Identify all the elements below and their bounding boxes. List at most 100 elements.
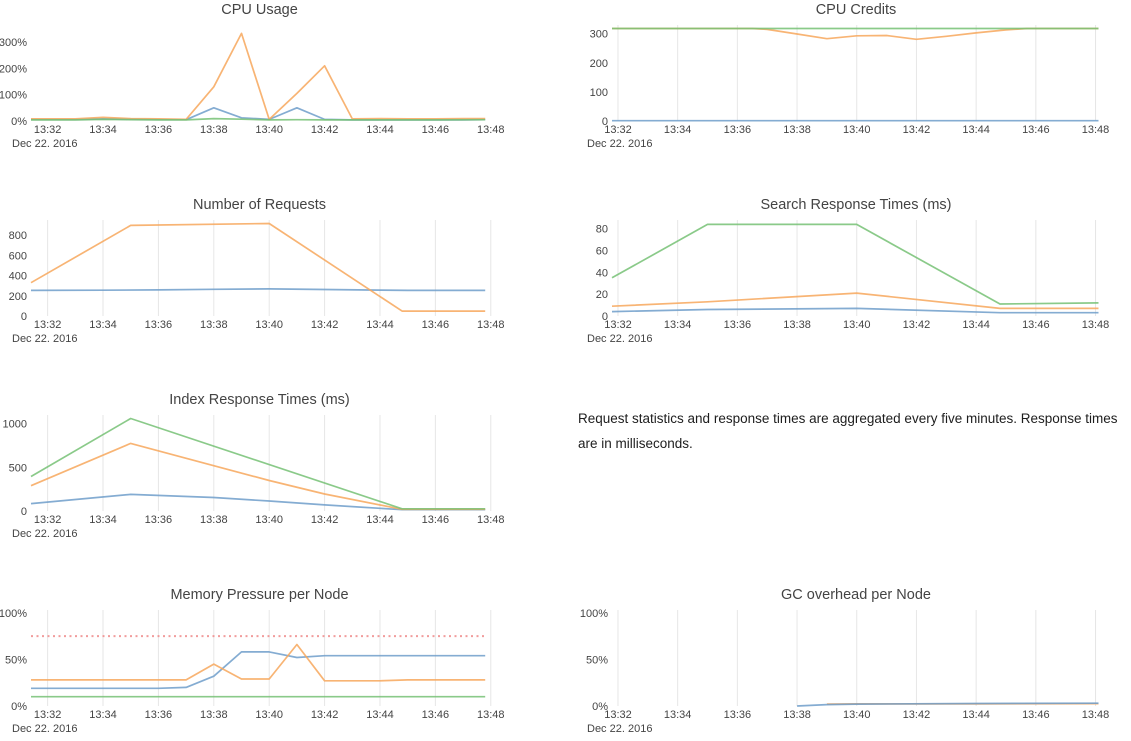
series-line-blue	[31, 651, 486, 690]
x-tick-label: 13:44	[366, 709, 394, 721]
plot-area-cpu-credits[interactable]: 0 100 200 300 13:32 13:34 13:36 13:38 13:40 13:42…	[565, 0, 1131, 165]
chart-gc-overhead-per-node: GC overhead per Node 0% 50% 100% 13:32 13:34…	[565, 585, 1131, 741]
x-tick-label: 13:36	[724, 709, 752, 721]
y-tick-label: 60	[596, 246, 608, 258]
series-line-orange	[612, 27, 1099, 41]
series-line-orange	[30, 222, 486, 312]
plot-area-search-response-times[interactable]: 0 20 40 60 80 13:32 13:34 13:36 13:38 13:40 13:42 1…	[565, 195, 1131, 360]
y-tick-label: 200	[590, 58, 608, 70]
x-tick-label: 13:40	[843, 319, 871, 331]
x-tick-label: 13:32	[604, 319, 632, 331]
x-tick-label: 13:34	[664, 319, 692, 331]
x-tick-label: 13:40	[255, 319, 283, 331]
x-tick-label: 13:42	[311, 514, 339, 526]
y-tick-label: 200%	[0, 63, 27, 75]
chart-title-gc-overhead: GC overhead per Node	[781, 587, 931, 603]
x-tick-label: 13:34	[664, 124, 692, 136]
plot-area-cpu-usage[interactable]: 0% 100% 200% 300% 13:32 13:34 13:36 13:38 13:40 1…	[0, 0, 565, 165]
x-tick-label: 13:46	[1022, 124, 1050, 136]
y-tick-label: 0	[602, 116, 608, 128]
series-line-blue	[30, 493, 486, 511]
series-line-orange	[30, 442, 486, 511]
x-tick-label: 13:40	[843, 124, 871, 136]
y-tick-label: 20	[596, 289, 608, 301]
y-tick-label: 400	[9, 271, 27, 283]
y-tick-label: 100%	[0, 608, 27, 620]
y-tick-label: 600	[9, 250, 27, 262]
x-tick-label: 13:40	[843, 709, 871, 721]
chart-title-cpu-usage: CPU Usage	[221, 2, 298, 18]
y-tick-label: 300%	[0, 37, 27, 49]
series-line-blue	[30, 288, 486, 292]
y-tick-label: 300	[590, 29, 608, 41]
x-tick-label: 13:46	[422, 514, 450, 526]
x-tick-label: 13:36	[724, 319, 752, 331]
chart-title-memory-pressure: Memory Pressure per Node	[170, 587, 349, 603]
x-tick-label: 13:32	[604, 124, 632, 136]
series-line-orange	[31, 643, 486, 682]
plot-area-memory-pressure[interactable]: 0% 50% 100% 13:32 13:34 13:36 13:38 13:40 13:42 1…	[0, 585, 565, 741]
x-tick-label: 13:42	[903, 319, 931, 331]
x-tick-label: 13:44	[366, 124, 394, 136]
x-tick-label: 13:38	[783, 319, 811, 331]
series-line-green	[30, 417, 486, 510]
x-tick-label: 13:42	[311, 709, 339, 721]
x-axis-date-label: Dec 22. 2016	[12, 138, 77, 150]
x-tick-label: 13:36	[145, 709, 173, 721]
x-tick-label: 13:46	[422, 709, 450, 721]
y-tick-label: 50%	[586, 654, 608, 666]
x-tick-label: 13:36	[145, 514, 173, 526]
x-tick-label: 13:34	[89, 124, 117, 136]
plot-area-number-of-requests[interactable]: 0 200 400 600 800 13:32 13:34 13:36 13:38 13:40 13…	[0, 195, 565, 360]
series-line-blue	[797, 702, 1099, 707]
x-axis-date-label: Dec 22. 2016	[12, 333, 77, 345]
y-tick-label: 500	[9, 462, 27, 474]
x-tick-label: 13:48	[1082, 124, 1110, 136]
chart-memory-pressure-per-node: Memory Pressure per Node 0% 50% 100% 13:32 1…	[0, 585, 565, 741]
series-line-blue	[611, 307, 1099, 314]
y-tick-label: 1000	[3, 419, 27, 431]
x-tick-label: 13:34	[89, 709, 117, 721]
x-tick-label: 13:48	[477, 124, 505, 136]
y-tick-label: 50%	[5, 654, 27, 666]
x-tick-label: 13:40	[255, 124, 283, 136]
y-tick-label: 80	[596, 224, 608, 236]
x-tick-label: 13:44	[366, 319, 394, 331]
x-tick-label: 13:32	[34, 709, 62, 721]
x-tick-label: 13:32	[604, 709, 632, 721]
x-tick-label: 13:46	[422, 124, 450, 136]
x-tick-label: 13:34	[664, 709, 692, 721]
x-axis-date-label: Dec 22. 2016	[12, 723, 77, 735]
x-tick-label: 13:32	[34, 124, 62, 136]
x-tick-label: 13:48	[1082, 319, 1110, 331]
x-tick-label: 13:44	[962, 709, 990, 721]
chart-title-search-response-times: Search Response Times (ms)	[760, 197, 952, 213]
x-axis-date-label: Dec 22. 2016	[12, 528, 77, 540]
plot-area-index-response-times[interactable]: 0 500 1000 13:32 13:34 13:36 13:38 13:40 13:42 13…	[0, 390, 565, 555]
x-tick-label: 13:42	[903, 709, 931, 721]
x-tick-label: 13:46	[422, 319, 450, 331]
x-tick-label: 13:48	[477, 319, 505, 331]
chart-cpu-usage: CPU Usage 0% 100% 200% 300% 13:32 13:34 13:36 1…	[0, 0, 565, 165]
x-tick-label: 13:38	[200, 124, 228, 136]
y-tick-label: 0	[21, 506, 27, 518]
x-axis-date-label: Dec 22. 2016	[587, 723, 652, 735]
x-tick-label: 13:34	[89, 514, 117, 526]
x-tick-label: 13:36	[145, 124, 173, 136]
series-line-orange	[611, 292, 1099, 310]
chart-cpu-credits: CPU Credits 0 100 200 300 13:32 13:34 13:36 13:…	[565, 0, 1131, 165]
chart-index-response-times: Index Response Times (ms) 0 500 1000 13:32 1…	[0, 390, 565, 555]
plot-area-gc-overhead[interactable]: 0% 50% 100% 13:32 13:34 13:36 13:38 13:40 13:42 1…	[565, 585, 1131, 741]
y-tick-label: 200	[9, 291, 27, 303]
x-tick-label: 13:40	[255, 709, 283, 721]
series-line-orange	[31, 32, 486, 121]
x-tick-label: 13:38	[783, 124, 811, 136]
y-tick-label: 0	[21, 311, 27, 323]
x-tick-label: 13:44	[366, 514, 394, 526]
y-tick-label: 0%	[592, 701, 608, 713]
x-tick-label: 13:42	[903, 124, 931, 136]
y-tick-label: 40	[596, 267, 608, 279]
x-tick-label: 13:44	[962, 319, 990, 331]
chart-title-number-of-requests: Number of Requests	[193, 197, 326, 213]
y-tick-label: 100	[590, 87, 608, 99]
